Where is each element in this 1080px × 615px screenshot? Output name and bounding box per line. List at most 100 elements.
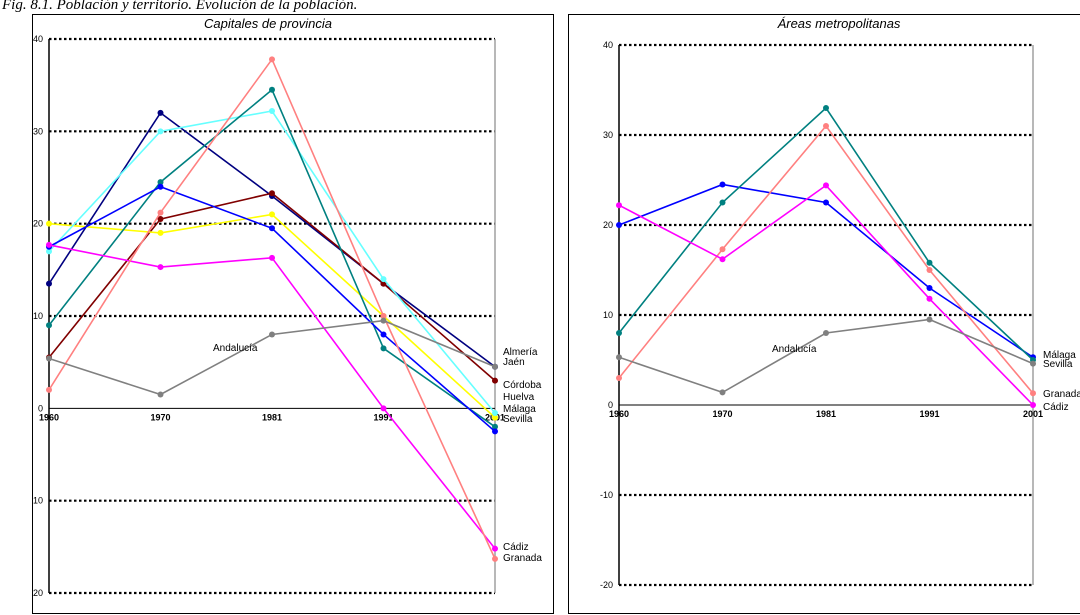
data-point-jaen <box>380 280 387 287</box>
data-point-andalucia <box>719 389 726 396</box>
y-tick-label: 10 <box>33 311 43 321</box>
data-point-andalucia <box>926 316 933 323</box>
x-tick-label: 2001 <box>1023 409 1043 419</box>
series-line-huelva <box>48 110 496 414</box>
y-tick-label: 30 <box>603 130 613 140</box>
chart-panel-capitales: Capitales de provincia -20 -10 0 10 20 30 40 196… <box>32 14 554 614</box>
y-tick-label: 20 <box>33 219 43 229</box>
data-point-sevilla <box>926 259 933 266</box>
series-label-huelva: Huelva <box>503 392 535 403</box>
y-tick-label: 10 <box>603 310 613 320</box>
y-tick-label: 40 <box>33 34 43 44</box>
data-point-andalucia <box>380 317 387 324</box>
series-label-cadiz: Cádiz <box>503 542 529 553</box>
y-tick-label: 0 <box>38 403 43 413</box>
series-label-sevilla: Sevilla <box>503 414 533 425</box>
data-point-malaga <box>616 222 622 228</box>
data-point-malaga <box>926 285 933 291</box>
data-point-granada <box>616 375 622 381</box>
x-tick-label: 1970 <box>150 412 170 422</box>
data-point-cadiz <box>823 182 829 189</box>
chart-title: Áreas metropolitanas <box>777 16 901 31</box>
data-point-andalucia <box>157 391 164 398</box>
series-label-andalucia: Andalucía <box>213 343 258 354</box>
data-point-granada <box>1030 390 1036 397</box>
data-point-cadiz <box>157 264 164 271</box>
data-point-cadiz <box>719 256 726 263</box>
data-point-andalucia <box>492 363 498 370</box>
data-point-jaen <box>157 216 164 223</box>
y-tick-label: -10 <box>33 496 43 506</box>
data-point-malaga <box>157 179 164 186</box>
data-point-malaga <box>269 86 275 93</box>
series-label-almeria: Almería <box>503 347 538 358</box>
data-point-malaga <box>380 345 387 352</box>
data-point-cordoba <box>46 220 52 227</box>
series-label-jaen: Jaén <box>503 357 525 368</box>
data-point-cadiz <box>616 202 622 209</box>
data-point-granada <box>926 267 933 273</box>
data-point-huelva <box>269 108 275 115</box>
data-point-sevilla <box>269 225 275 232</box>
data-point-almeria <box>157 109 164 116</box>
data-point-andalucia <box>46 355 52 362</box>
data-point-sevilla <box>380 331 387 338</box>
data-point-malaga <box>719 181 726 188</box>
x-tick-label: 1960 <box>609 409 629 419</box>
chart-title: Capitales de provincia <box>204 16 332 31</box>
data-point-sevilla <box>492 428 498 435</box>
data-point-cordoba <box>269 211 275 218</box>
data-point-huelva <box>492 409 498 416</box>
data-point-granada <box>823 123 829 129</box>
series-line-cadiz <box>618 184 1034 406</box>
data-point-malaga <box>823 199 829 206</box>
chart-capitales: Capitales de provincia -20 -10 0 10 20 30 40 196… <box>33 16 542 598</box>
data-point-cadiz <box>926 295 933 302</box>
data-point-cadiz <box>1030 402 1036 408</box>
x-tick-label: 1960 <box>39 412 59 422</box>
data-point-granada <box>269 56 275 63</box>
y-tick-label: 40 <box>603 40 613 50</box>
x-tick-label: 1981 <box>816 409 836 419</box>
data-point-granada <box>46 386 52 393</box>
x-tick-label: 1970 <box>712 409 732 419</box>
data-point-huelva <box>157 128 164 135</box>
x-tick-label: 1981 <box>262 412 282 422</box>
series-label-cordoba: Córdoba <box>503 380 542 391</box>
x-tick-label: 1991 <box>919 409 939 419</box>
y-tick-label: 20 <box>603 220 613 230</box>
series-label-granada: Granada <box>503 553 542 564</box>
data-point-huelva <box>380 276 387 283</box>
series-label-cadiz: Cádiz <box>1043 402 1069 413</box>
data-point-granada <box>380 313 387 319</box>
data-point-andalucia <box>823 330 829 336</box>
figure-caption: Fig. 8.1. Población y territorio. Evoluc… <box>2 0 358 13</box>
data-point-andalucia <box>1030 360 1036 367</box>
data-point-sevilla <box>823 105 829 111</box>
chart-metropolitanas: Áreas metropolitanas -20 -10 0 10 20 30 40 1960 1… <box>600 16 1080 590</box>
data-point-andalucia <box>616 354 622 361</box>
data-point-cordoba <box>492 414 498 421</box>
data-point-malaga <box>492 423 498 430</box>
y-tick-label: -10 <box>600 490 613 500</box>
series-line-jaen <box>48 192 496 382</box>
data-point-andalucia <box>269 331 275 338</box>
series-label-malaga: Málaga <box>1043 350 1076 361</box>
data-point-granada <box>157 209 164 216</box>
series-line-granada <box>618 124 1034 394</box>
y-tick-label: 30 <box>33 126 43 136</box>
data-point-granada <box>719 246 726 253</box>
data-point-huelva <box>46 248 52 255</box>
data-point-cadiz <box>269 254 275 261</box>
data-point-cadiz <box>46 241 52 248</box>
chart-panel-metropolitanas: Áreas metropolitanas -20 -10 0 10 20 30 40 1960 1… <box>568 14 1080 614</box>
data-point-cadiz <box>492 545 498 552</box>
data-point-sevilla <box>719 199 726 206</box>
x-tick-label: 1991 <box>373 412 393 422</box>
data-point-cadiz <box>380 405 387 412</box>
series-line-sevilla <box>618 106 1034 361</box>
data-point-jaen <box>492 377 498 384</box>
data-point-sevilla <box>616 330 622 336</box>
data-point-almeria <box>46 280 52 287</box>
data-point-jaen <box>269 190 275 197</box>
